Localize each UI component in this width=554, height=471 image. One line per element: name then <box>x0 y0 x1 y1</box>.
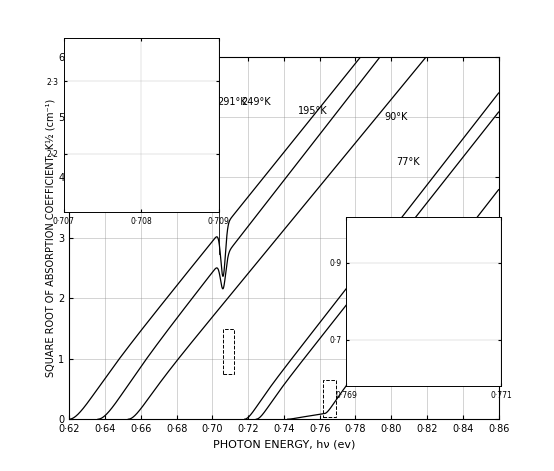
Bar <box>223 329 234 374</box>
Text: 77°K: 77°K <box>397 157 420 167</box>
Bar <box>324 380 336 417</box>
Text: 90°K: 90°K <box>384 112 408 122</box>
Text: 249°K: 249°K <box>241 97 270 107</box>
Text: 195°K: 195°K <box>298 106 328 116</box>
Y-axis label: SQUARE ROOT OF ABSORPTION COEFFICIENT, K½ (cm⁻¹): SQUARE ROOT OF ABSORPTION COEFFICIENT, K… <box>45 99 55 377</box>
Text: 4·2°K & 20°K: 4·2°K & 20°K <box>423 227 488 237</box>
Text: 291°K: 291°K <box>217 97 247 107</box>
X-axis label: PHOTON ENERGY, hν (ev): PHOTON ENERGY, hν (ev) <box>213 439 355 450</box>
